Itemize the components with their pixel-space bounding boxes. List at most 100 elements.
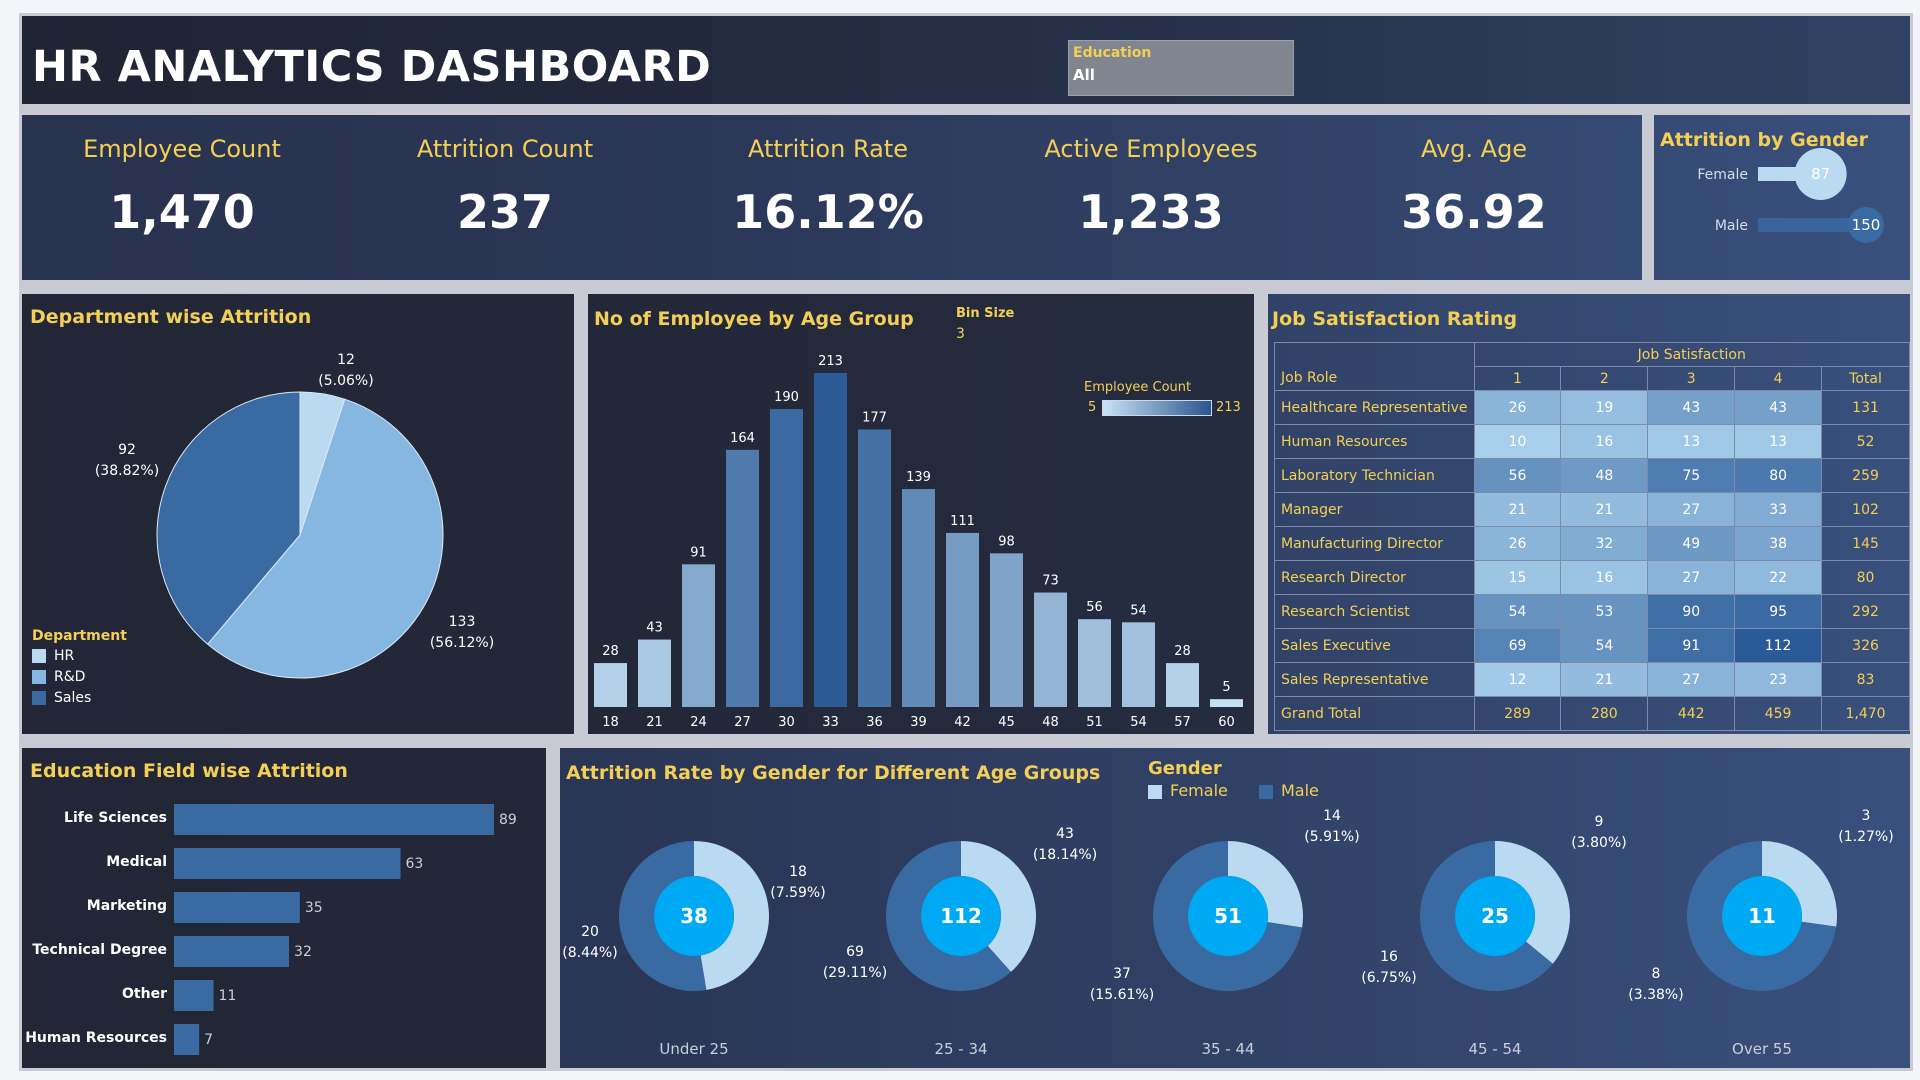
legend-item-sales[interactable]: Sales: [32, 690, 127, 706]
edu-category-label: Other: [122, 986, 167, 1002]
satisfaction-cell: 49: [1647, 526, 1736, 561]
age-bar: [990, 553, 1023, 707]
donut-male-value: 16: [1380, 949, 1398, 965]
pie-value-label: 12: [337, 352, 355, 368]
age-tick-label: 21: [646, 715, 663, 730]
age-bar-value: 56: [1086, 600, 1103, 615]
kpi-label: Active Employees: [1044, 135, 1258, 163]
donut-male-percent: (3.38%): [1628, 987, 1683, 1003]
age-tick-label: 36: [866, 715, 883, 730]
job-satisfaction-title: Job Satisfaction Rating: [1272, 308, 1518, 330]
satisfaction-cell: 21: [1473, 492, 1562, 527]
kpi-value: 1,233: [1078, 185, 1224, 239]
separator: [22, 280, 1910, 294]
legend-item-rd[interactable]: R&D: [32, 669, 127, 685]
gender-age-title: Attrition Rate by Gender for Different A…: [566, 762, 1101, 784]
age-bar-value: 98: [998, 534, 1015, 549]
satisfaction-cell: 38: [1734, 526, 1823, 561]
satisfaction-cell: 75: [1647, 458, 1736, 493]
satisfaction-cell: 442: [1647, 696, 1736, 731]
donut-female-segment: [1228, 841, 1303, 928]
table-row: Manufacturing Director 26 32 49 38 145: [1274, 526, 1910, 561]
age-bar: [770, 409, 803, 707]
job-role-cell: Healthcare Representative: [1274, 390, 1475, 425]
bin-size-label: Bin Size: [956, 306, 1015, 321]
donut-female-segment: [961, 841, 1036, 972]
row-total-cell: 83: [1821, 662, 1910, 697]
job-role-cell: Research Director: [1274, 560, 1475, 595]
age-tick-label: 27: [734, 715, 751, 730]
job-role-cell: Laboratory Technician: [1274, 458, 1475, 493]
satisfaction-cell: 80: [1734, 458, 1823, 493]
header-bar: HR ANALYTICS DASHBOARD Education All: [22, 16, 1910, 104]
edu-bar: [174, 936, 290, 967]
satisfaction-cell: 26: [1473, 526, 1562, 561]
pie-slice-sales: [156, 391, 301, 645]
job-role-header-label: Job Role: [1281, 370, 1338, 386]
age-bar-value: 177: [862, 410, 887, 425]
kpi-label: Avg. Age: [1420, 135, 1528, 163]
kpi-active-employees: Active Employees 1,233: [991, 115, 1311, 239]
satisfaction-cell: 21: [1560, 662, 1649, 697]
job-role-cell: Sales Executive: [1274, 628, 1475, 663]
education-field-panel: Education Field wise Attrition Life Scie…: [22, 748, 546, 1068]
edu-category-label: Life Sciences: [64, 810, 167, 826]
age-bar-value: 190: [774, 390, 799, 405]
age-bar: [858, 429, 891, 707]
row-total-cell: 52: [1821, 424, 1910, 459]
satisfaction-cell: 69: [1473, 628, 1562, 663]
kpi-attrition-count: Attrition Count 237: [345, 115, 665, 239]
donut-center: [654, 876, 734, 956]
satisfaction-cell: 13: [1734, 424, 1823, 459]
job-role-cell: Manufacturing Director: [1274, 526, 1475, 561]
satisfaction-cell: 33: [1734, 492, 1823, 527]
age-bar-value: 43: [646, 621, 663, 636]
age-group-panel: No of Employee by Age Group Bin Size 3 E…: [588, 294, 1254, 734]
donut-female-percent: (5.91%): [1304, 829, 1359, 845]
education-field-bar-chart: Life Sciences 89 Medical 63 Marketing 35 Techn…: [25, 804, 517, 1055]
legend-item-female[interactable]: Female: [1148, 781, 1228, 800]
legend-item-hr[interactable]: HR: [32, 648, 127, 664]
department-legend: Department HR R&D Sales: [32, 628, 127, 706]
age-bar: [594, 663, 627, 707]
age-bar: [638, 639, 671, 707]
color-legend-max: 213: [1216, 400, 1241, 415]
bin-size-value[interactable]: 3: [956, 326, 965, 342]
donut-total-label: 25: [1481, 904, 1509, 928]
kpi-attrition-rate: Attrition Rate 16.12%: [668, 115, 988, 239]
row-total-cell: 1,470: [1821, 696, 1910, 731]
donut-center: [1188, 876, 1268, 956]
separator: [546, 748, 560, 1068]
legend-label: Female: [1170, 781, 1228, 800]
edu-category-label: Technical Degree: [32, 942, 167, 958]
donut-group-label: 35 - 44: [1201, 1040, 1254, 1058]
table-row: Research Director 15 16 27 22 80: [1274, 560, 1910, 595]
age-tick-label: 33: [822, 715, 839, 730]
donut-group-label: 45 - 54: [1468, 1040, 1521, 1058]
gender-legend: Gender Female Male: [1148, 758, 1319, 800]
page-title: HR ANALYTICS DASHBOARD: [32, 42, 712, 92]
donut-female-value: 43: [1056, 826, 1074, 842]
age-bar: [682, 564, 715, 707]
donut-male-value: 37: [1113, 966, 1131, 982]
education-filter[interactable]: Education All: [1068, 40, 1294, 96]
kpi-value: 1,470: [109, 185, 255, 239]
satisfaction-cell: 112: [1734, 628, 1823, 663]
donut-total-label: 38: [680, 904, 708, 928]
age-bar: [1166, 663, 1199, 707]
satisfaction-cell: 32: [1560, 526, 1649, 561]
satisfaction-cell: 280: [1560, 696, 1649, 731]
kpi-label: Employee Count: [83, 135, 281, 163]
age-group-bar-chart: 28 18 43 21 91 24 164 27 190 30 213 33 177 36 139 39 111…: [594, 354, 1243, 730]
row-total-cell: 292: [1821, 594, 1910, 629]
education-filter-value[interactable]: All: [1073, 66, 1095, 84]
kpi-strip: Employee Count 1,470 Attrition Count 237…: [22, 115, 1642, 280]
pie-percent-label: (56.12%): [430, 635, 494, 651]
age-bar-value: 111: [950, 514, 975, 529]
table-row: Sales Representative 12 21 27 23 83: [1274, 662, 1910, 697]
legend-item-male[interactable]: Male: [1258, 781, 1319, 800]
satisfaction-cell: 26: [1473, 390, 1562, 425]
age-tick-label: 39: [910, 715, 927, 730]
department-attrition-title: Department wise Attrition: [30, 306, 312, 328]
table-row: Sales Executive 69 54 91 112 326: [1274, 628, 1910, 663]
